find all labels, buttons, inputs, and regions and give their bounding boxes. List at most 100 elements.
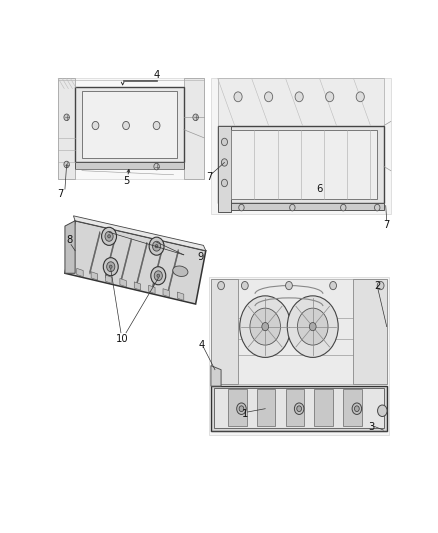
Polygon shape bbox=[209, 277, 389, 435]
Polygon shape bbox=[184, 78, 204, 179]
Circle shape bbox=[103, 257, 118, 276]
Text: 8: 8 bbox=[66, 236, 72, 245]
Polygon shape bbox=[65, 221, 75, 273]
Polygon shape bbox=[134, 282, 141, 290]
Circle shape bbox=[155, 245, 158, 248]
Polygon shape bbox=[58, 78, 75, 179]
Circle shape bbox=[378, 405, 387, 416]
Circle shape bbox=[354, 406, 359, 411]
Text: 9: 9 bbox=[198, 252, 204, 262]
Text: 7: 7 bbox=[384, 220, 390, 230]
Circle shape bbox=[374, 204, 380, 211]
Circle shape bbox=[241, 281, 248, 289]
Circle shape bbox=[297, 308, 328, 345]
Circle shape bbox=[105, 231, 113, 241]
Circle shape bbox=[250, 308, 280, 345]
Circle shape bbox=[377, 281, 384, 289]
Circle shape bbox=[239, 204, 244, 211]
Polygon shape bbox=[224, 130, 377, 199]
Polygon shape bbox=[218, 126, 384, 204]
Polygon shape bbox=[65, 221, 206, 304]
Circle shape bbox=[222, 159, 227, 166]
Circle shape bbox=[297, 406, 301, 411]
Polygon shape bbox=[91, 272, 98, 280]
Text: 2: 2 bbox=[374, 281, 381, 292]
Circle shape bbox=[151, 266, 166, 285]
Circle shape bbox=[193, 114, 198, 120]
Polygon shape bbox=[74, 216, 206, 251]
Circle shape bbox=[294, 403, 304, 415]
Polygon shape bbox=[211, 386, 387, 431]
Circle shape bbox=[265, 92, 273, 102]
Polygon shape bbox=[218, 78, 384, 126]
Circle shape bbox=[286, 281, 293, 289]
Polygon shape bbox=[177, 292, 184, 301]
Polygon shape bbox=[77, 268, 83, 277]
Text: 6: 6 bbox=[316, 184, 323, 194]
Polygon shape bbox=[353, 279, 387, 384]
Polygon shape bbox=[218, 126, 231, 212]
Polygon shape bbox=[343, 389, 362, 426]
Circle shape bbox=[107, 262, 115, 272]
Circle shape bbox=[64, 161, 69, 168]
Polygon shape bbox=[286, 389, 304, 426]
Text: 4: 4 bbox=[153, 70, 160, 80]
Polygon shape bbox=[106, 275, 112, 284]
Circle shape bbox=[154, 163, 159, 170]
Circle shape bbox=[152, 241, 161, 251]
Circle shape bbox=[154, 271, 162, 281]
Circle shape bbox=[290, 204, 295, 211]
Circle shape bbox=[234, 92, 242, 102]
Circle shape bbox=[309, 322, 316, 330]
Circle shape bbox=[153, 122, 160, 130]
Text: 1: 1 bbox=[242, 409, 249, 419]
Text: 5: 5 bbox=[123, 176, 129, 186]
Circle shape bbox=[110, 265, 112, 268]
Circle shape bbox=[123, 122, 130, 130]
Polygon shape bbox=[82, 91, 177, 158]
Text: 7: 7 bbox=[206, 172, 212, 182]
Circle shape bbox=[330, 281, 336, 289]
Text: 3: 3 bbox=[368, 422, 374, 432]
Circle shape bbox=[352, 403, 362, 415]
Circle shape bbox=[149, 237, 164, 255]
Circle shape bbox=[237, 403, 246, 415]
Polygon shape bbox=[257, 389, 276, 426]
Circle shape bbox=[92, 122, 99, 130]
Circle shape bbox=[222, 138, 227, 146]
Circle shape bbox=[287, 296, 338, 358]
Polygon shape bbox=[121, 239, 131, 281]
Circle shape bbox=[108, 235, 110, 238]
Polygon shape bbox=[137, 242, 147, 285]
Polygon shape bbox=[211, 78, 391, 214]
Circle shape bbox=[325, 92, 334, 102]
Circle shape bbox=[239, 406, 244, 411]
Polygon shape bbox=[211, 366, 221, 386]
Circle shape bbox=[102, 227, 117, 245]
Text: 7: 7 bbox=[58, 189, 64, 199]
Polygon shape bbox=[218, 204, 384, 209]
Circle shape bbox=[64, 114, 69, 120]
Polygon shape bbox=[148, 285, 155, 294]
Circle shape bbox=[295, 92, 303, 102]
Ellipse shape bbox=[173, 266, 188, 277]
Polygon shape bbox=[152, 246, 163, 289]
Polygon shape bbox=[211, 279, 387, 384]
Polygon shape bbox=[75, 163, 184, 168]
Polygon shape bbox=[214, 388, 384, 429]
Circle shape bbox=[240, 296, 291, 358]
Text: 10: 10 bbox=[117, 334, 129, 344]
Circle shape bbox=[157, 274, 159, 277]
Polygon shape bbox=[163, 289, 170, 297]
Text: 4: 4 bbox=[198, 340, 205, 350]
Circle shape bbox=[356, 92, 364, 102]
Polygon shape bbox=[105, 235, 116, 278]
Polygon shape bbox=[314, 389, 333, 426]
Polygon shape bbox=[120, 279, 126, 287]
Polygon shape bbox=[90, 231, 100, 274]
Polygon shape bbox=[228, 389, 247, 426]
Circle shape bbox=[262, 322, 268, 330]
Circle shape bbox=[222, 179, 227, 187]
Polygon shape bbox=[168, 249, 179, 293]
Polygon shape bbox=[75, 86, 184, 163]
